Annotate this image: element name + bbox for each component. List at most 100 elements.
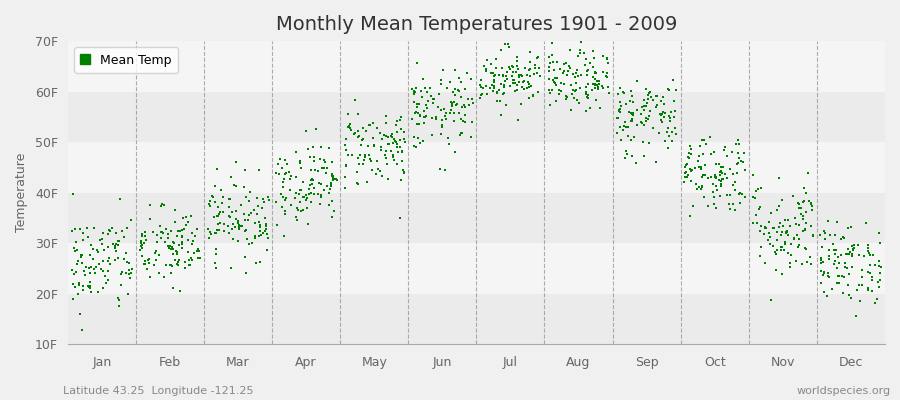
Point [275,204,290,210]
Point [238,194,253,200]
Point [445,102,459,109]
Point [783,259,797,266]
Point [134,243,148,250]
Point [479,66,493,73]
Point [71,280,86,286]
Point [716,164,730,170]
Point [171,259,185,265]
Point [388,138,402,144]
Point [806,232,820,238]
Point [874,264,888,270]
Point [409,144,423,150]
Point [733,200,747,206]
Point [160,231,175,238]
Point [164,262,178,268]
Point [373,130,387,136]
Point [289,174,303,180]
Point [315,165,329,171]
Point [277,197,292,203]
Point [763,296,778,303]
Point [827,246,842,253]
Point [384,131,399,137]
Point [800,258,814,265]
Point [344,127,358,133]
Point [358,154,373,160]
Point [380,161,394,167]
Point [104,228,118,234]
Point [418,114,432,120]
Point [70,258,85,264]
Point [479,83,493,90]
Point [362,121,376,128]
Point [497,84,511,90]
Point [452,75,466,81]
Point [580,94,595,100]
Point [112,296,126,303]
Point [792,222,806,228]
Point [750,220,764,226]
Point [629,160,643,166]
Point [473,94,488,101]
Point [369,171,383,178]
Point [516,79,530,86]
Point [109,230,123,236]
Point [706,181,720,187]
Point [796,199,810,205]
Point [611,90,625,97]
Point [749,212,763,218]
Point [339,147,354,153]
Point [387,156,401,163]
Point [479,68,493,74]
Point [441,135,455,141]
Point [394,158,409,165]
Point [489,64,503,71]
Point [865,274,879,280]
Point [559,96,573,102]
Point [789,221,804,228]
Point [374,144,389,150]
Point [602,89,616,96]
Point [523,58,537,65]
Point [409,109,423,116]
Point [780,229,795,235]
Point [498,78,512,84]
Point [872,263,886,269]
Point [862,270,877,276]
Point [701,175,716,182]
Point [435,117,449,124]
Point [666,77,680,84]
Point [454,104,469,111]
Point [188,233,202,239]
Point [568,88,582,94]
Point [311,180,326,186]
Point [148,256,163,263]
Point [390,129,404,135]
Point [502,66,517,72]
Point [407,142,421,149]
Point [646,125,661,132]
Point [453,132,467,138]
Point [434,81,448,87]
Point [586,64,600,70]
Point [142,202,157,208]
Point [761,229,776,236]
Point [103,261,117,268]
Point [852,252,867,258]
Point [304,167,319,174]
Point [424,93,438,100]
Point [684,151,698,158]
Point [145,229,159,236]
Point [518,65,532,72]
Point [502,64,517,70]
Point [498,41,512,47]
Point [273,156,287,162]
Point [664,109,679,116]
Point [635,104,650,110]
Point [496,73,510,79]
Point [515,84,529,90]
Point [414,88,428,94]
Point [500,102,514,109]
Point [97,247,112,253]
Point [338,136,353,142]
Point [283,175,297,182]
